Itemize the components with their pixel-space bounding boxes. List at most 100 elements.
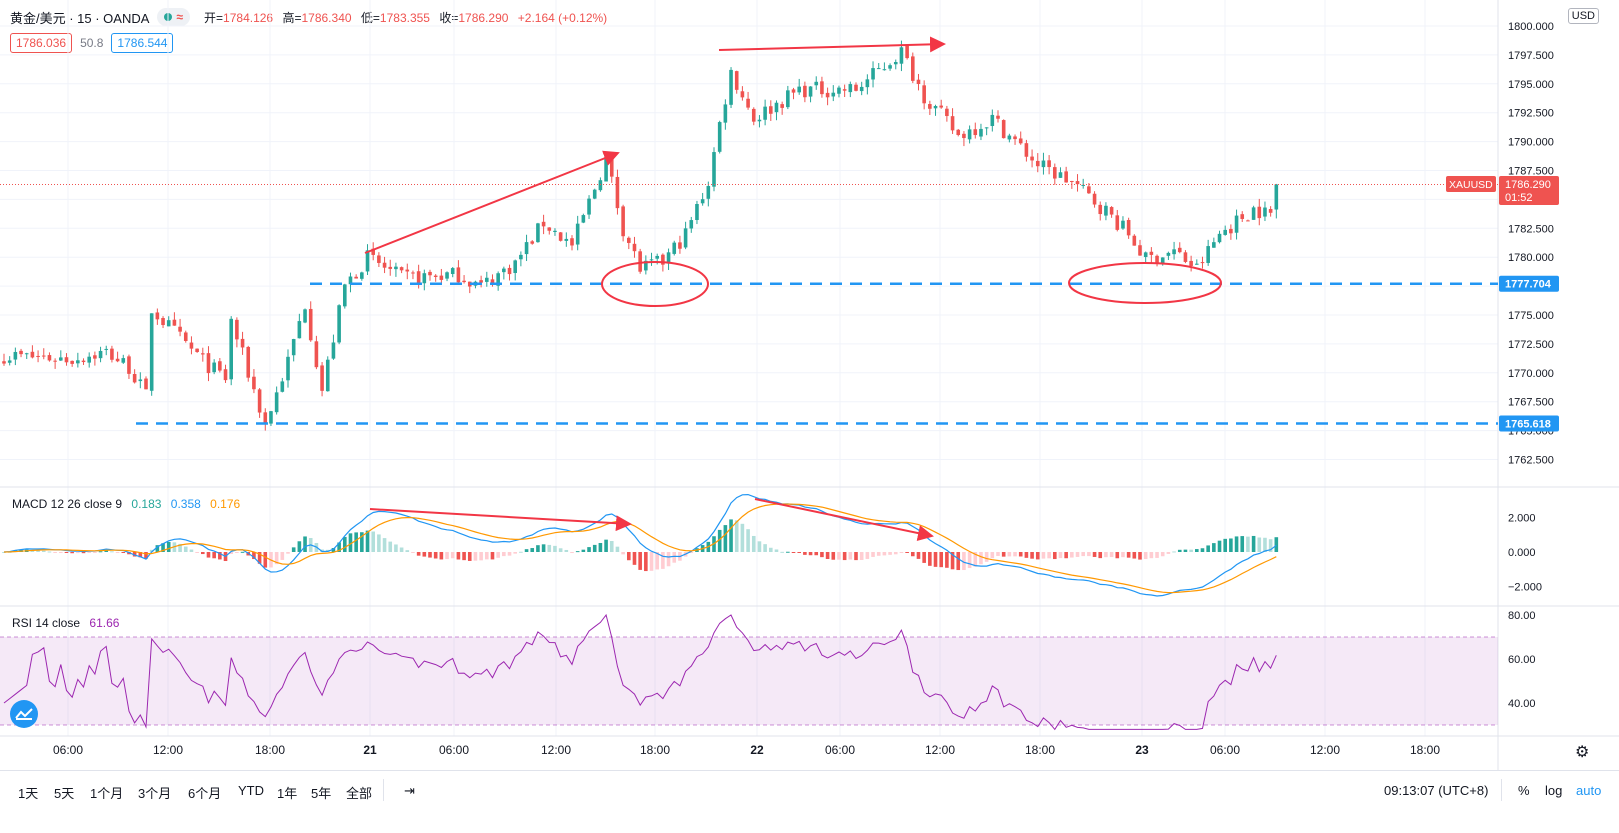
candle-body (257, 389, 262, 413)
percent-toggle[interactable]: % (1518, 783, 1530, 798)
trend-arrow (718, 36, 946, 53)
timeframe-1m[interactable]: 1个月 (90, 786, 124, 801)
candle-body (371, 248, 375, 255)
macd-histogram-bar (405, 550, 410, 552)
macd-histogram-bar (382, 538, 387, 552)
candle-body (519, 254, 523, 260)
candle-body (854, 84, 858, 91)
candle-body (649, 259, 654, 261)
candle-body (30, 351, 35, 358)
macd-histogram-bar (274, 552, 279, 565)
candle-body (1070, 180, 1074, 182)
timeframe-all[interactable]: 全部 (346, 786, 373, 801)
candle-body (706, 186, 711, 199)
macd-histogram-bar (1013, 552, 1017, 557)
settings-gear-icon[interactable]: ⚙ (1575, 744, 1590, 761)
macd-histogram-bar (1132, 552, 1137, 559)
macd-histogram-bar (377, 534, 381, 552)
macd-histogram-bar (76, 552, 80, 554)
candle-body (700, 199, 705, 204)
macd-histogram-bar (513, 552, 517, 554)
macd-histogram-bar (1058, 552, 1063, 559)
sell-price-button[interactable]: 1786.036 (10, 33, 73, 53)
candle-body (996, 115, 1000, 119)
macd-histogram-bar (655, 552, 659, 570)
macd-histogram-bar (609, 541, 614, 552)
candle-body (695, 204, 699, 221)
timeframe-5d[interactable]: 5天 (54, 786, 75, 801)
macd-histogram-bar (672, 552, 677, 563)
time-tick-label: 06:00 (1210, 743, 1240, 757)
price-tick-label: 1780.000 (1508, 252, 1554, 264)
tradingview-logo-icon[interactable] (10, 700, 38, 728)
price-tick-label: 1790.000 (1508, 137, 1554, 149)
candle-body (485, 277, 489, 282)
macd-histogram-bar (1007, 552, 1012, 557)
macd-histogram-bar (144, 552, 148, 559)
rsi-tick-label: 40.00 (1508, 698, 1536, 710)
candle-body (240, 338, 245, 348)
candle-body (252, 376, 256, 390)
macd-histogram-bar (64, 552, 69, 553)
macd-histogram-bar (661, 552, 665, 569)
rsi-line (3, 613, 1277, 731)
candle-body (121, 358, 126, 363)
macd-histogram-bar (132, 552, 137, 557)
candle-body (7, 360, 12, 363)
macd-histogram-bar (627, 552, 631, 561)
chart-canvas[interactable]: 1800.000 1797.500 1795.000 1792.500 1790.000… (0, 0, 1619, 770)
candlestick-series (0, 40, 1498, 431)
macd-histogram-bar (854, 552, 858, 561)
candle-body (979, 128, 983, 137)
macd-histogram-bar (1257, 537, 1262, 552)
candle-body (337, 305, 341, 343)
macd-histogram-bar (575, 551, 580, 553)
annotation-ellipse (601, 261, 709, 307)
timeframe-1y[interactable]: 1年 (277, 786, 298, 801)
candle-body (291, 339, 296, 356)
goto-date-icon[interactable]: ⇥ (404, 783, 415, 798)
candle-body (672, 242, 677, 254)
candle-body (405, 269, 410, 272)
timeframe-5y[interactable]: 5年 (311, 786, 332, 801)
candle-body (683, 228, 688, 248)
timeframe-6m[interactable]: 6个月 (188, 786, 222, 801)
macd-histogram-bar (825, 552, 830, 559)
symbol-title[interactable]: 黄金/美元 · 15 · OANDA (10, 10, 150, 26)
high-value: 1786.340 (301, 10, 352, 25)
macd-histogram-bar (138, 552, 143, 558)
candle-body (1149, 251, 1154, 255)
timeframe-3m[interactable]: 3个月 (138, 786, 172, 801)
log-toggle[interactable]: log (1545, 783, 1563, 798)
candle-body (1104, 205, 1108, 216)
timeframe-1d[interactable]: 1天 (18, 786, 39, 801)
candle-body (553, 230, 557, 232)
price-axis: 1800.000 1797.500 1795.000 1792.500 1790.000… (1446, 21, 1559, 710)
rsi-band (0, 637, 1498, 725)
close-label: 收 (439, 10, 452, 25)
candle-body (93, 355, 97, 359)
price-tick-label: 1800.000 (1508, 21, 1554, 33)
currency-label[interactable]: USD (1567, 8, 1599, 24)
timeframe-ytd[interactable]: YTD (238, 783, 264, 798)
candle-body (1172, 249, 1176, 255)
candle-body (308, 308, 313, 341)
candle-body (797, 86, 801, 93)
macd-histogram-bar (183, 546, 188, 552)
candle-body (161, 318, 165, 326)
buy-price-button[interactable]: 1786.544 (111, 33, 174, 53)
candle-body (502, 268, 506, 273)
rsi-legend[interactable]: RSI 14 close 61.66 (12, 616, 119, 630)
candle-body (320, 365, 324, 391)
candle-body (592, 189, 597, 199)
candle-body (638, 251, 642, 272)
clock[interactable]: 09:13:07 (UTC+8) (1384, 783, 1489, 798)
auto-toggle[interactable]: auto (1576, 783, 1602, 798)
candle-body (467, 281, 472, 287)
candle-body (1223, 229, 1227, 235)
annotation-ellipse (1068, 262, 1222, 304)
macd-histogram-bar (1115, 552, 1120, 559)
macd-legend[interactable]: MACD 12 26 close 9 0.183 0.358 0.176 (12, 497, 240, 511)
macd-histogram-bar (450, 552, 455, 559)
macd-histogram-bar (814, 552, 819, 556)
